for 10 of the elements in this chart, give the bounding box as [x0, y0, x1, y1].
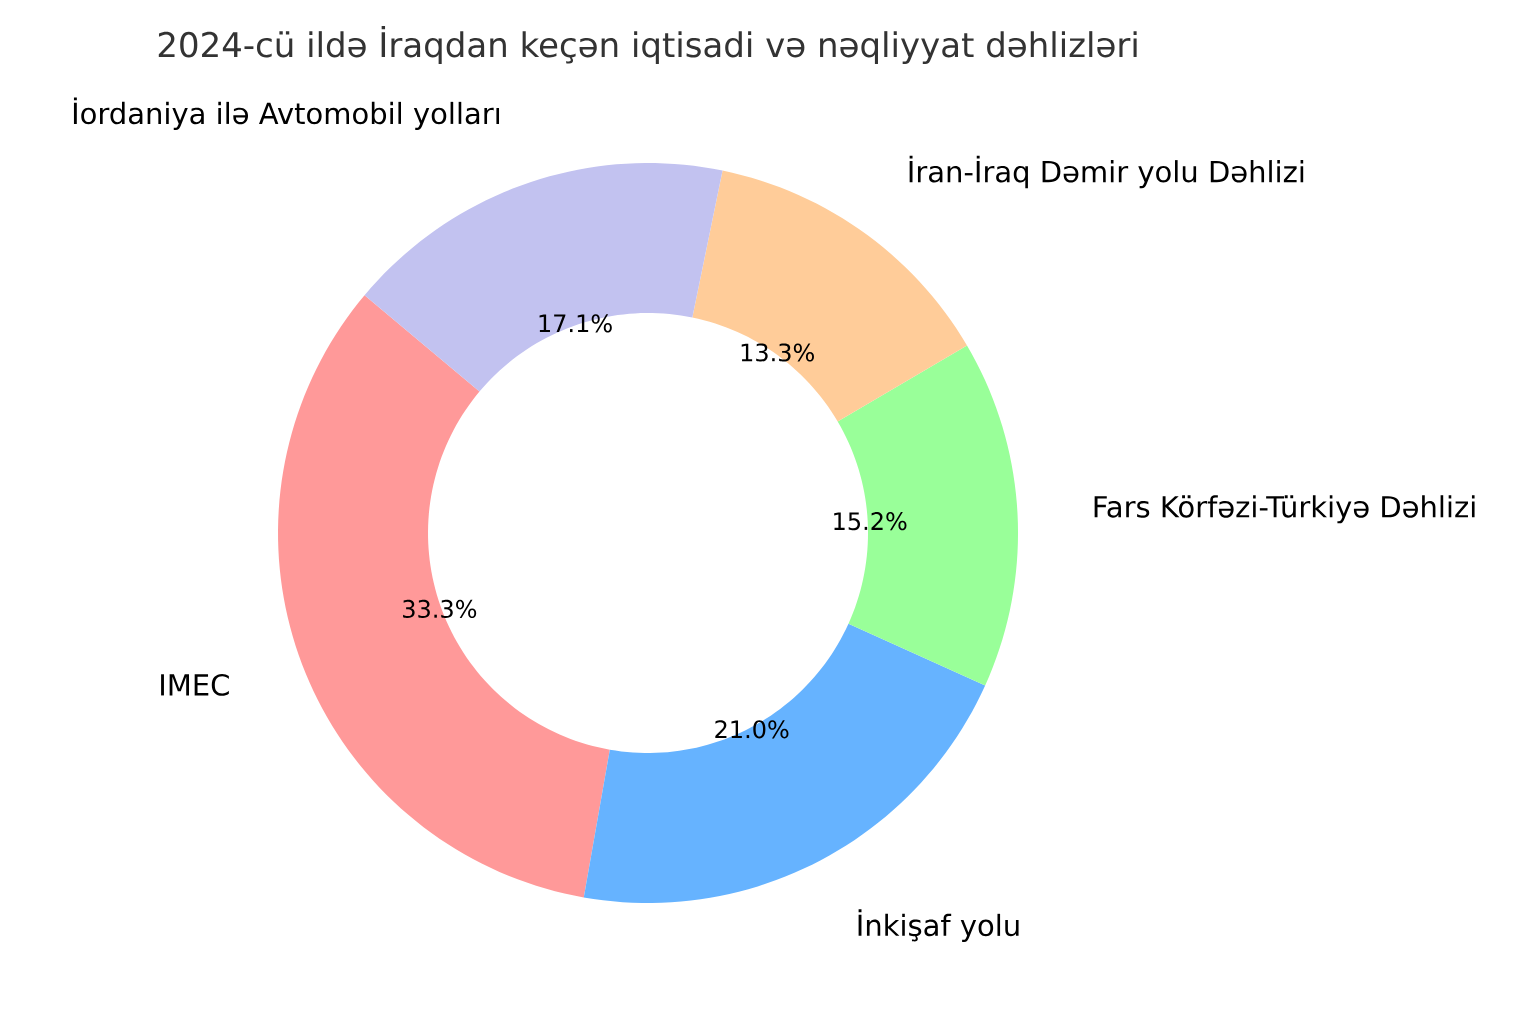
slice-label: IMEC: [161, 673, 229, 696]
slice-label: Fars Körfəzi-Türkiyə Dəhlizi: [1094, 495, 1475, 524]
chart-title: 2024-cü ildə İraqdan keçən iqtisadi və nəqliyyat dəhlizləri: [158, 25, 1137, 65]
slice-label: İnkişaf yolu: [858, 909, 1019, 942]
data-label: 33.3%: [403, 599, 477, 619]
data-label: 13.3%: [741, 343, 814, 362]
data-label: 15.2%: [834, 512, 907, 531]
data-label: 17.1%: [539, 314, 612, 333]
slice-label: İran-İraq Dəmir yolu Dəhlizi: [909, 155, 1304, 189]
slice-label: İordaniya ilə Avtomobil yolları: [73, 97, 500, 130]
